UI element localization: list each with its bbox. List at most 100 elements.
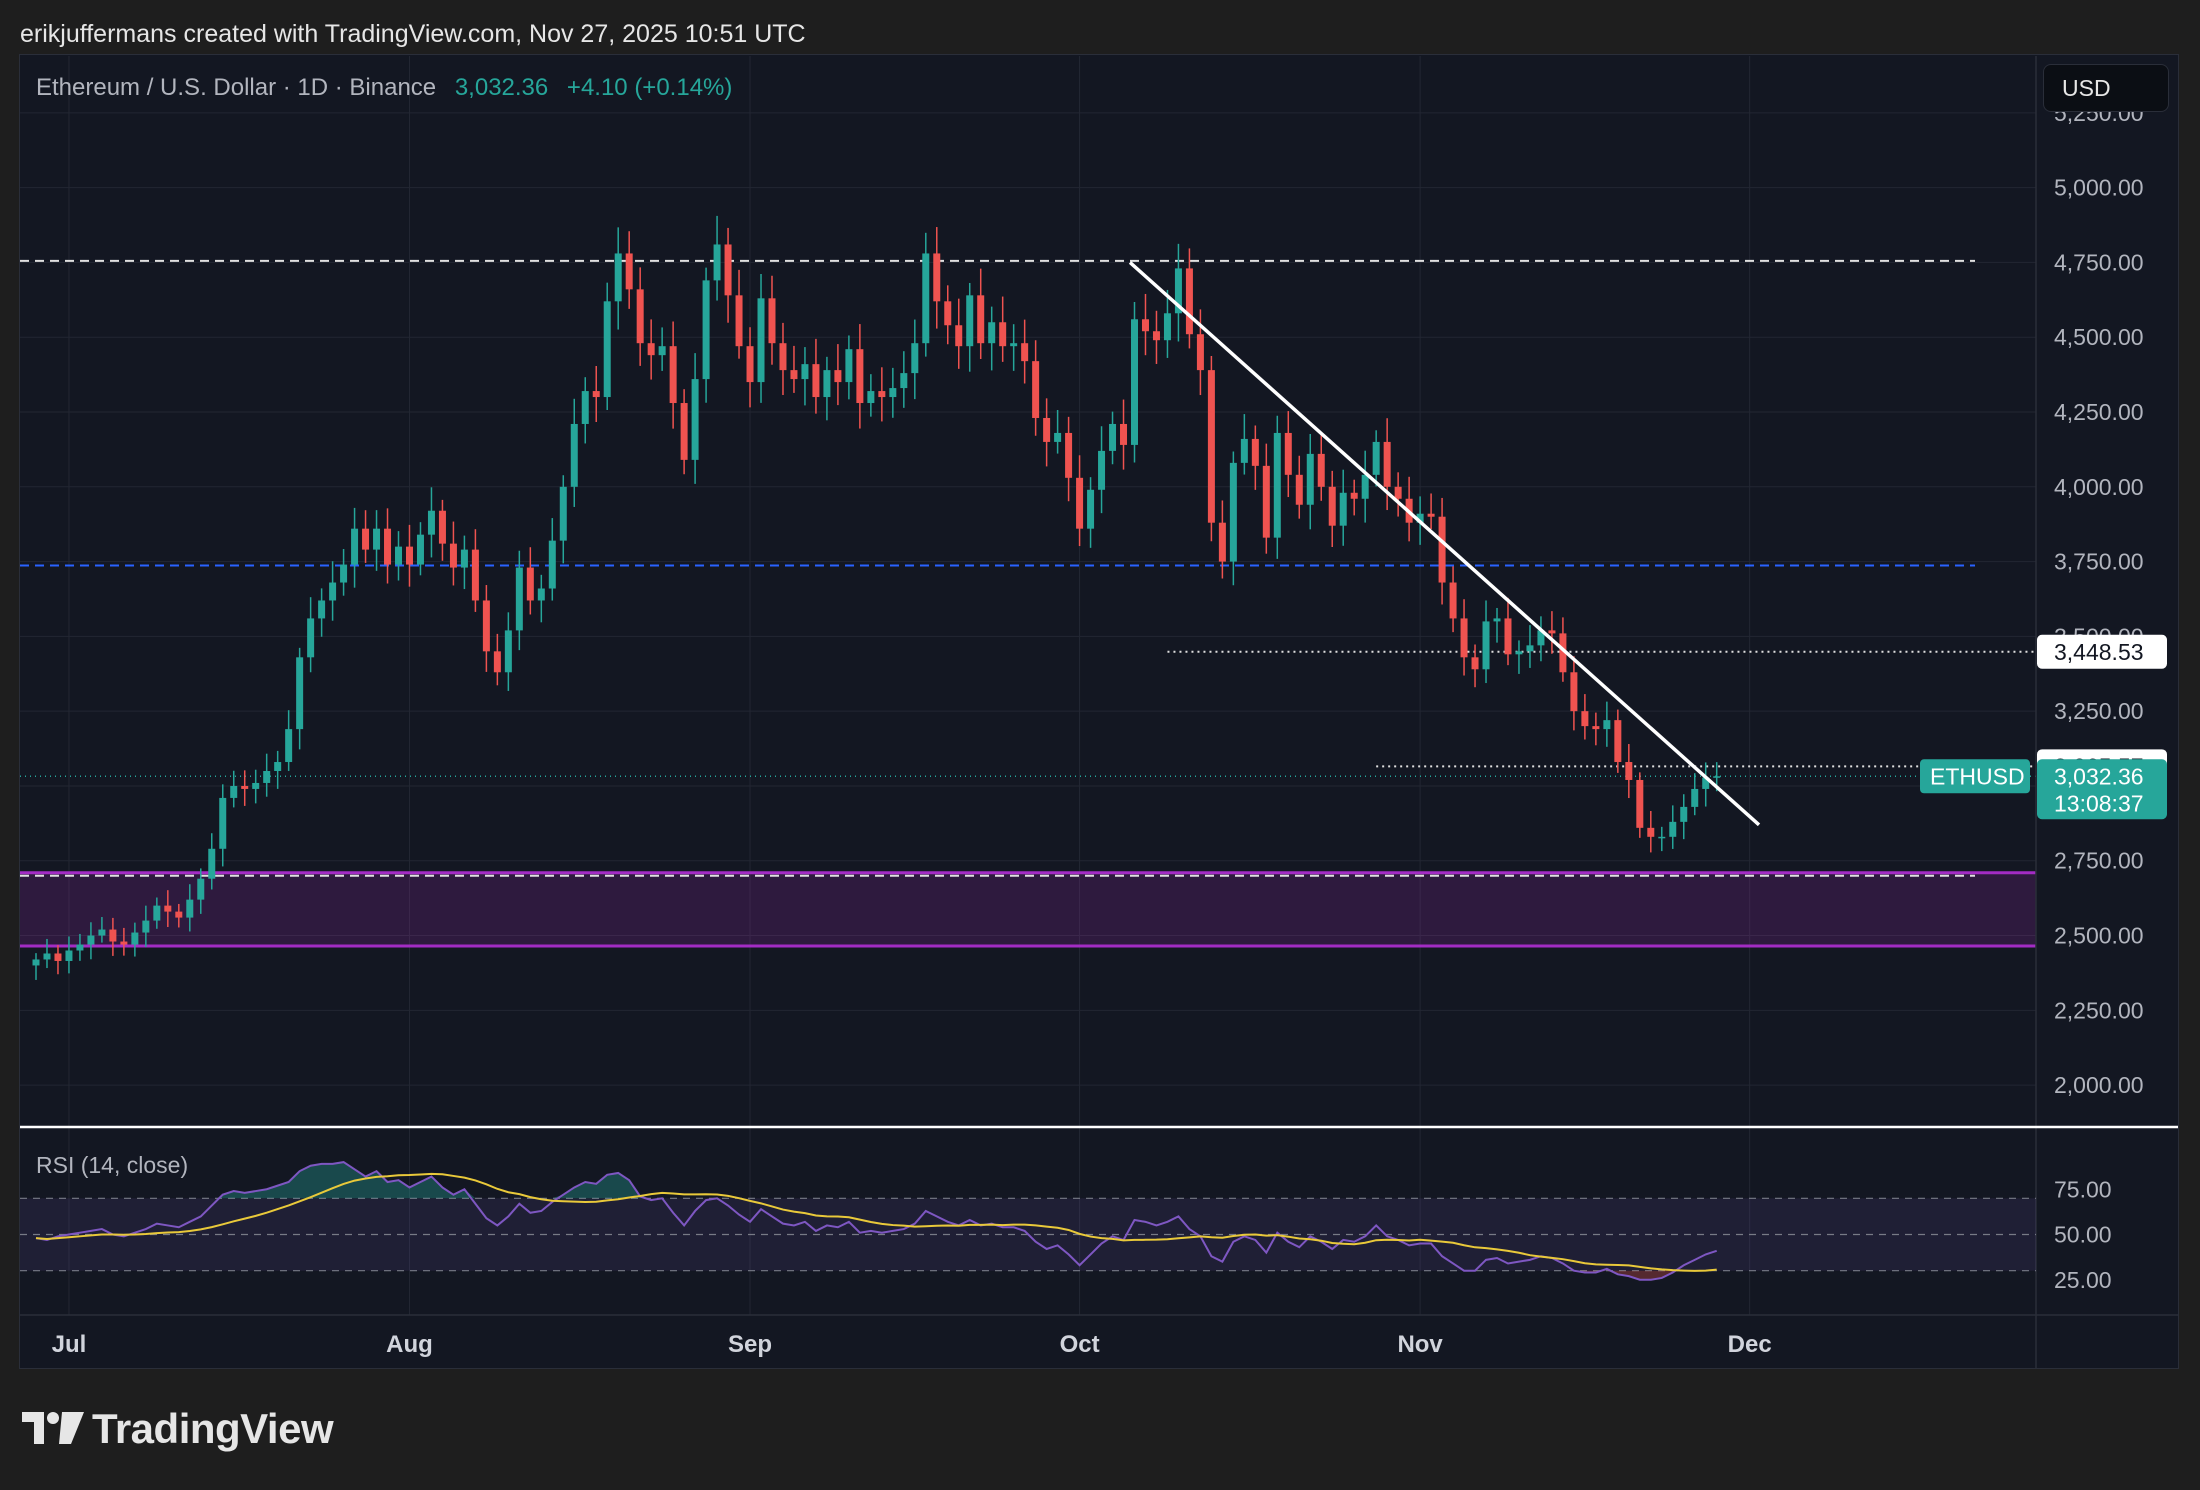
candle-body [1306,453,1314,505]
candle-body [1207,370,1215,523]
candle-body [471,549,479,601]
price-tick-label: 2,500.00 [2054,923,2144,949]
candle-body [955,325,963,347]
candle-body [395,546,403,565]
candle-body [285,729,293,763]
ticker-tag-bg [1920,759,2030,794]
candle-body [1515,651,1523,655]
candle-body [1449,582,1457,619]
price-axis: 5,250.005,000.004,750.004,500.004,250.00… [2035,56,2144,1369]
time-tick-label: Jul [52,1331,87,1358]
candle-body [845,349,853,383]
candle-body [1109,423,1117,451]
candle-body [373,528,381,550]
price-tick-label: 4,000.00 [2054,474,2144,500]
candle-body [647,343,655,356]
price-tick-label: 2,750.00 [2054,848,2144,874]
candle-body [164,905,172,912]
candle-body [1625,762,1633,780]
candle-body [812,364,820,398]
rsi-indicator-label: RSI (14, close) [36,1152,189,1178]
candle-body [1592,726,1600,730]
last-price-bg [2037,759,2167,820]
candle-body [779,343,787,371]
price-tick-label: 3,750.00 [2054,549,2144,575]
symbol-title: Ethereum / U.S. Dollar · 1D · Binance [36,74,437,101]
candle-body [98,929,106,936]
candle-body [592,391,600,398]
candle-body [120,941,128,945]
candles [32,215,1721,980]
candle-body [263,770,271,783]
legend-change: +4.10 (+0.14%) [566,74,733,101]
candle-body [109,929,117,942]
candle-body [1251,438,1259,466]
candle-body [889,388,897,398]
candle-body [438,510,446,544]
candle-body [1669,821,1677,837]
candle-body [691,379,699,460]
candle-body [329,582,337,601]
candle-body [801,364,809,380]
candle-body [460,549,468,568]
price-tick-label: 3,250.00 [2054,698,2144,724]
descending-trendline [1128,261,1761,827]
time-axis: Jul Aug Sep Oct Nov Dec [20,1314,2178,1358]
candle-body [1383,441,1391,487]
candle-body [54,953,62,961]
candle-body [318,600,326,619]
candle-body [65,950,73,961]
candle-body [76,944,84,951]
currency-button[interactable]: USD [2043,64,2169,112]
candle-body [933,253,941,302]
last-price-text: 3,032.36 [2054,763,2144,789]
chart-credit: erikjuffermans created with TradingView.… [20,20,806,48]
rsi-ma-line [35,1172,1717,1272]
candle-body [186,899,194,918]
time-tick-label: Aug [386,1331,433,1358]
candle-body [1218,522,1226,562]
candle-body [735,295,743,347]
candle-body [1680,806,1688,822]
candle-body [1076,477,1084,529]
candle-body [427,510,435,535]
price-tag-3448-text: 3,448.53 [2054,639,2144,665]
candle-body [658,346,666,356]
candle-body [1372,441,1380,475]
rsi-overbought-fill [217,1162,646,1199]
candle-body [636,289,644,344]
price-tick-label: 5,000.00 [2054,175,2144,201]
candle-body [1087,489,1095,529]
candle-body [1471,657,1479,670]
candle-body [834,370,842,383]
candle-body [1614,720,1622,763]
candle-body [1647,827,1655,837]
candle-body [131,932,139,945]
candle-body [1636,779,1644,828]
candle-body [1185,268,1193,335]
candle-body [1284,432,1292,475]
candle-body [878,391,886,398]
candle-body [625,253,633,290]
candle-body [1603,720,1611,730]
time-tick-label: Oct [1060,1331,1100,1358]
price-tick-label: 4,500.00 [2054,324,2144,350]
symbol-legend: Ethereum / U.S. Dollar · 1D · Binance 3,… [36,74,732,102]
candle-body [142,920,150,933]
candle-body [449,543,457,568]
price-tick-label: 4,750.00 [2054,249,2144,275]
rsi-line [35,1161,1718,1281]
candle-body [1350,492,1358,499]
candle-body [581,391,589,424]
candle-body [1394,486,1402,499]
candle-body [1152,331,1160,341]
candle-body [911,343,919,374]
tradingview-logo: TradingView [22,1405,334,1453]
countdown-text: 13:08:37 [2054,790,2144,816]
candle-body [1691,788,1699,807]
candle-body [230,785,238,798]
candle-body [570,423,578,487]
candle-body [1131,319,1138,445]
